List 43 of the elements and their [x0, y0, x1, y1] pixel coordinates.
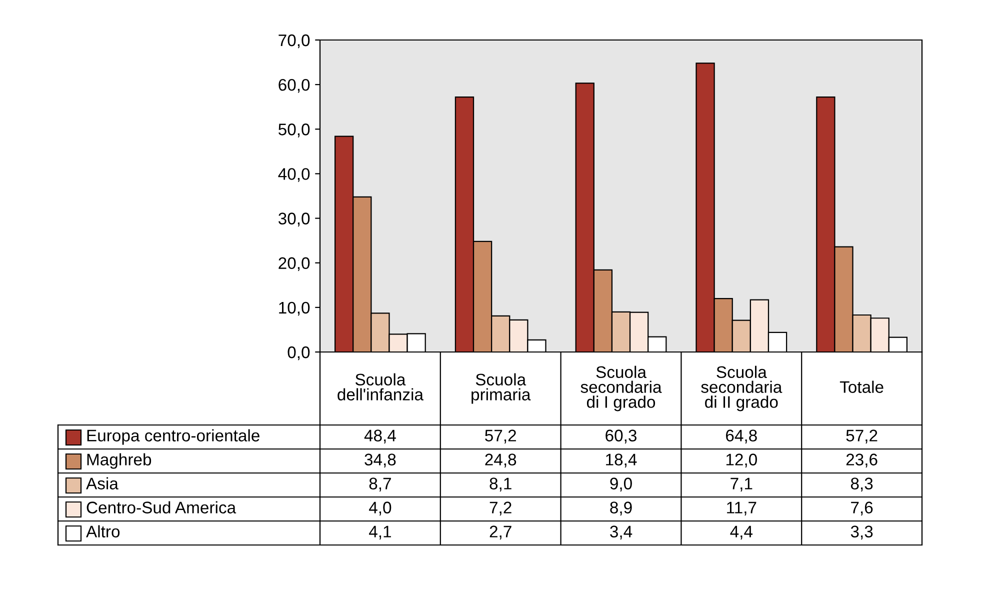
- legend-label: Centro-Sud America: [86, 501, 236, 514]
- y-tick-label: 40,0: [278, 168, 310, 182]
- data-label: 3,3: [850, 526, 873, 540]
- x-tick-label: Scuola secondaria di II grado: [701, 366, 782, 412]
- data-label: 8,7: [369, 478, 391, 492]
- data-label: 48,4: [364, 430, 396, 444]
- x-tick-label: Scuola dell'infanzia: [338, 373, 424, 400]
- data-label: 64,8: [726, 430, 757, 444]
- y-tick-label: 70,0: [278, 34, 310, 48]
- data-label: 7,1: [730, 478, 752, 492]
- data-label: 24,8: [485, 454, 516, 468]
- data-label: 34,8: [364, 454, 396, 468]
- data-label: 4,0: [369, 502, 392, 516]
- data-label: 57,2: [846, 430, 878, 444]
- data-label: 23,6: [846, 454, 878, 468]
- data-label: 7,2: [490, 502, 512, 516]
- data-label: 11,7: [727, 502, 756, 516]
- legend-label: Asia: [86, 477, 118, 490]
- y-tick-label: 30,0: [278, 212, 310, 226]
- data-label: 9,0: [610, 478, 632, 492]
- data-label: 4,1: [369, 526, 391, 540]
- y-tick-label: 10,0: [279, 302, 310, 316]
- data-label: 12,0: [726, 454, 757, 468]
- data-label: 8,1: [490, 478, 512, 492]
- data-label: 7,6: [851, 502, 873, 516]
- data-label: 2,7: [490, 526, 512, 540]
- data-label: 4,4: [730, 526, 752, 540]
- data-label: 8,3: [850, 478, 873, 492]
- data-label: 60,3: [606, 430, 636, 444]
- legend-label: Altro: [86, 525, 120, 538]
- data-label: 3,4: [610, 526, 632, 540]
- y-tick-label: 0,0: [288, 346, 310, 360]
- x-tick-label: Totale: [840, 380, 884, 393]
- y-tick-label: 50,0: [278, 124, 310, 138]
- y-tick-label: 60,0: [278, 78, 310, 93]
- x-tick-label: Scuola secondaria di I grado: [580, 366, 662, 412]
- data-label: 8,9: [610, 502, 632, 516]
- x-tick-label: Scuola primaria: [472, 373, 531, 404]
- legend-label: Europa centro-orientale: [87, 429, 260, 445]
- data-label: 57,2: [485, 430, 516, 444]
- y-tick-label: 20,0: [278, 257, 310, 272]
- legend-label: Maghreb: [87, 453, 152, 469]
- data-label: 18,4: [606, 454, 637, 468]
